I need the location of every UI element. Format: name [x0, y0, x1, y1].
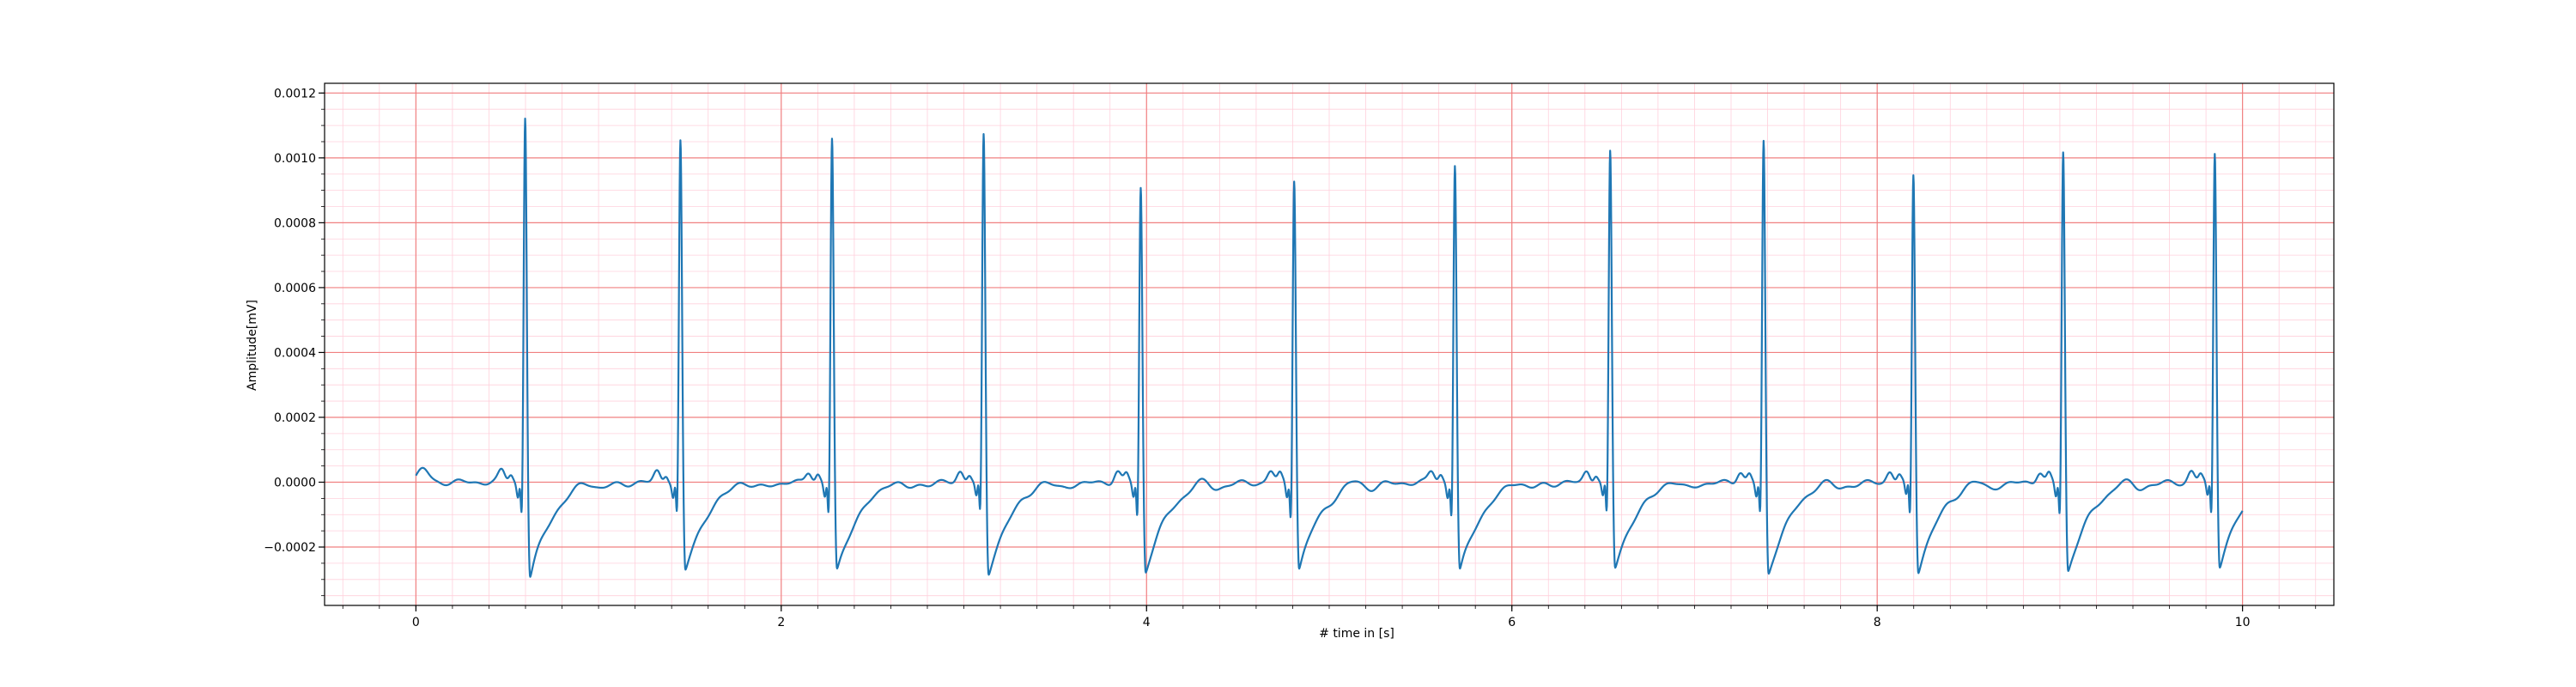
x-tick-label: 0	[412, 616, 420, 629]
y-tick-label: 0.0006	[274, 282, 316, 295]
major-grid	[325, 83, 2334, 605]
ecg-series-line	[415, 117, 2244, 578]
y-tick-label: −0.0002	[264, 541, 316, 555]
x-tick-label: 2	[777, 616, 785, 629]
y-axis-label: Amplitude[mV]	[246, 300, 259, 391]
x-tick-label: 10	[2235, 616, 2251, 629]
minor-grid	[325, 83, 2334, 605]
y-tick-label: 0.0010	[274, 152, 316, 166]
x-tick-label: 4	[1143, 616, 1151, 629]
x-tick-label: 8	[1874, 616, 1881, 629]
y-tick-label: 0.0004	[274, 346, 316, 360]
x-tick-label: 6	[1508, 616, 1516, 629]
y-tick-label: 0.0000	[274, 476, 316, 489]
y-tick-label: 0.0008	[274, 216, 316, 230]
x-axis-label: # time in [s]	[1319, 627, 1394, 641]
y-tick-label: 0.0012	[274, 87, 316, 100]
series-layer	[415, 117, 2244, 578]
y-tick-label: 0.0002	[274, 411, 316, 425]
ticks-layer: 0 2 4 6 8 10 −0.0002 0.0000 0.0002 0.0004 0.0006 0.…	[264, 87, 2317, 629]
